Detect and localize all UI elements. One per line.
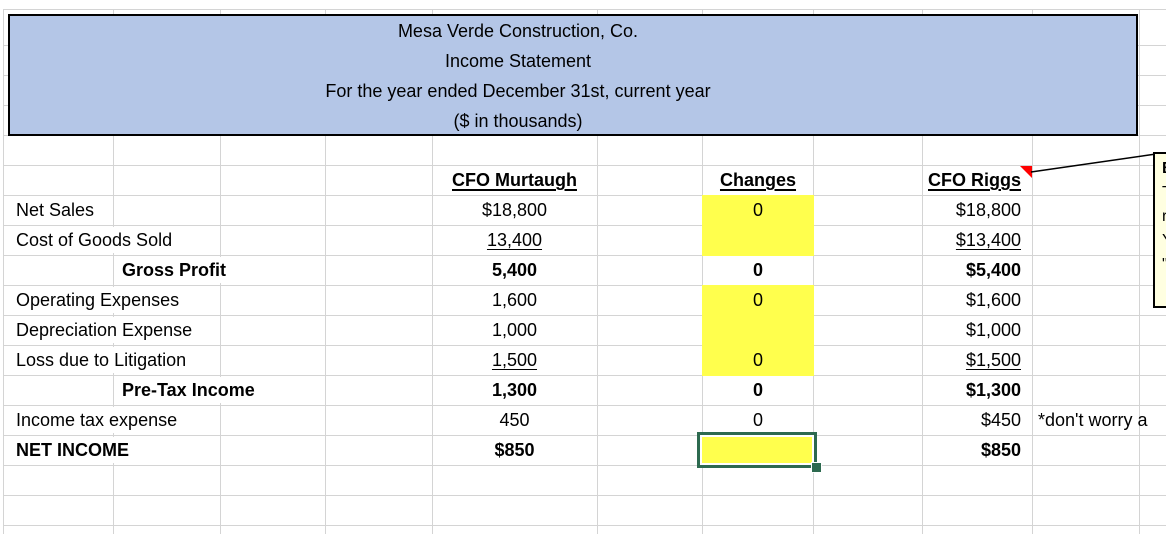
column-header-riggs[interactable]: CFO Riggs — [922, 165, 1032, 195]
riggs-cell[interactable]: $1,300 — [965, 380, 1021, 400]
changes-cell[interactable]: 0 — [752, 380, 763, 400]
gridline — [3, 315, 1166, 316]
changes-cell[interactable]: 0 — [752, 200, 763, 220]
gridline — [3, 405, 1166, 406]
gridline — [3, 495, 1166, 496]
highlight-fill — [702, 195, 814, 226]
gridline — [3, 345, 1166, 346]
gridline — [325, 9, 326, 534]
comment-line: " — [1162, 253, 1166, 277]
row-label[interactable]: Pre-Tax Income — [118, 377, 259, 403]
title-line-statement: Income Statement — [444, 51, 592, 71]
gridline — [3, 285, 1166, 286]
gridline — [3, 165, 1166, 166]
murtaugh-cell[interactable]: $18,800 — [481, 200, 548, 220]
gridline — [597, 9, 598, 534]
row-label[interactable]: Operating Expenses — [12, 287, 184, 313]
comment-line: r — [1162, 208, 1166, 225]
title-line-period: For the year ended December 31st, curren… — [325, 81, 711, 101]
column-header-murtaugh-label: CFO Murtaugh — [452, 170, 577, 190]
row-label[interactable]: Loss due to Litigation — [12, 347, 191, 373]
highlight-fill — [702, 285, 814, 316]
riggs-cell[interactable]: $1,500 — [965, 350, 1021, 370]
highlight-fill — [702, 345, 814, 376]
gridline — [3, 525, 1166, 526]
riggs-cell[interactable]: $18,800 — [955, 200, 1021, 220]
murtaugh-cell[interactable]: 1,600 — [491, 290, 538, 310]
gridline — [1032, 9, 1033, 534]
riggs-cell[interactable]: $450 — [980, 410, 1021, 430]
gridline — [3, 255, 1166, 256]
comment-indicator-icon[interactable] — [1020, 166, 1032, 178]
gridline — [1139, 9, 1140, 534]
riggs-cell[interactable]: $850 — [980, 440, 1021, 460]
highlight-fill — [702, 225, 814, 256]
gridline — [3, 435, 1166, 436]
title-line-units: ($ in thousands) — [453, 111, 583, 131]
row-label[interactable]: NET INCOME — [12, 437, 134, 463]
row-label[interactable]: Gross Profit — [118, 257, 231, 283]
changes-cell[interactable]: 0 — [752, 290, 763, 310]
comment-callout-line — [1030, 153, 1157, 173]
changes-cell[interactable] — [702, 225, 814, 255]
gridline — [3, 375, 1166, 376]
gridline — [813, 9, 814, 534]
row-label[interactable]: Income tax expense — [12, 407, 182, 433]
murtaugh-cell[interactable]: 1,300 — [491, 380, 538, 400]
changes-cell[interactable] — [702, 315, 814, 345]
row-label[interactable]: Net Sales — [12, 197, 99, 223]
gridline — [3, 9, 4, 534]
comment-line: T — [1162, 181, 1166, 205]
highlight-fill — [702, 315, 814, 346]
gridline — [113, 9, 114, 534]
changes-cell[interactable]: 0 — [752, 260, 763, 280]
comment-popup: B T r Y " — [1153, 152, 1166, 308]
column-header-murtaugh[interactable]: CFO Murtaugh — [432, 165, 597, 195]
gridline — [3, 225, 1166, 226]
selected-cell[interactable] — [697, 432, 822, 473]
riggs-cell[interactable]: $5,400 — [965, 260, 1021, 280]
gridline — [702, 9, 703, 534]
riggs-cell[interactable]: $13,400 — [955, 230, 1021, 250]
title-line-company: Mesa Verde Construction, Co. — [397, 21, 639, 41]
fill-handle[interactable] — [811, 462, 822, 473]
title-cell[interactable]: Mesa Verde Construction, Co. Income Stat… — [8, 14, 1138, 136]
murtaugh-cell[interactable]: 13,400 — [486, 230, 543, 250]
gridline — [3, 195, 1166, 196]
selection-cell-fill — [702, 437, 812, 463]
column-header-changes-label: Changes — [719, 170, 797, 190]
murtaugh-cell[interactable]: $850 — [494, 440, 535, 460]
note-cell[interactable]: *don't worry a — [1038, 410, 1148, 430]
column-header-changes[interactable]: Changes — [702, 165, 814, 195]
murtaugh-cell[interactable]: 5,400 — [491, 260, 538, 280]
riggs-cell[interactable]: $1,000 — [965, 320, 1021, 340]
comment-line: Y — [1162, 229, 1166, 253]
title-lines: Mesa Verde Construction, Co. Income Stat… — [12, 16, 1024, 136]
gridline — [3, 465, 1166, 466]
murtaugh-cell[interactable]: 1,500 — [491, 350, 538, 370]
murtaugh-cell[interactable]: 1,000 — [491, 320, 538, 340]
gridline — [3, 9, 1166, 10]
riggs-cell[interactable]: $1,600 — [965, 290, 1021, 310]
comment-line: B — [1162, 157, 1166, 181]
changes-cell[interactable]: 0 — [752, 410, 763, 430]
column-header-riggs-label: CFO Riggs — [928, 170, 1021, 190]
row-label[interactable]: Cost of Goods Sold — [12, 227, 177, 253]
gridline — [922, 9, 923, 534]
changes-cell[interactable]: 0 — [752, 350, 763, 370]
row-label[interactable]: Depreciation Expense — [12, 317, 197, 343]
murtaugh-cell[interactable]: 450 — [499, 410, 530, 430]
gridline — [432, 9, 433, 534]
